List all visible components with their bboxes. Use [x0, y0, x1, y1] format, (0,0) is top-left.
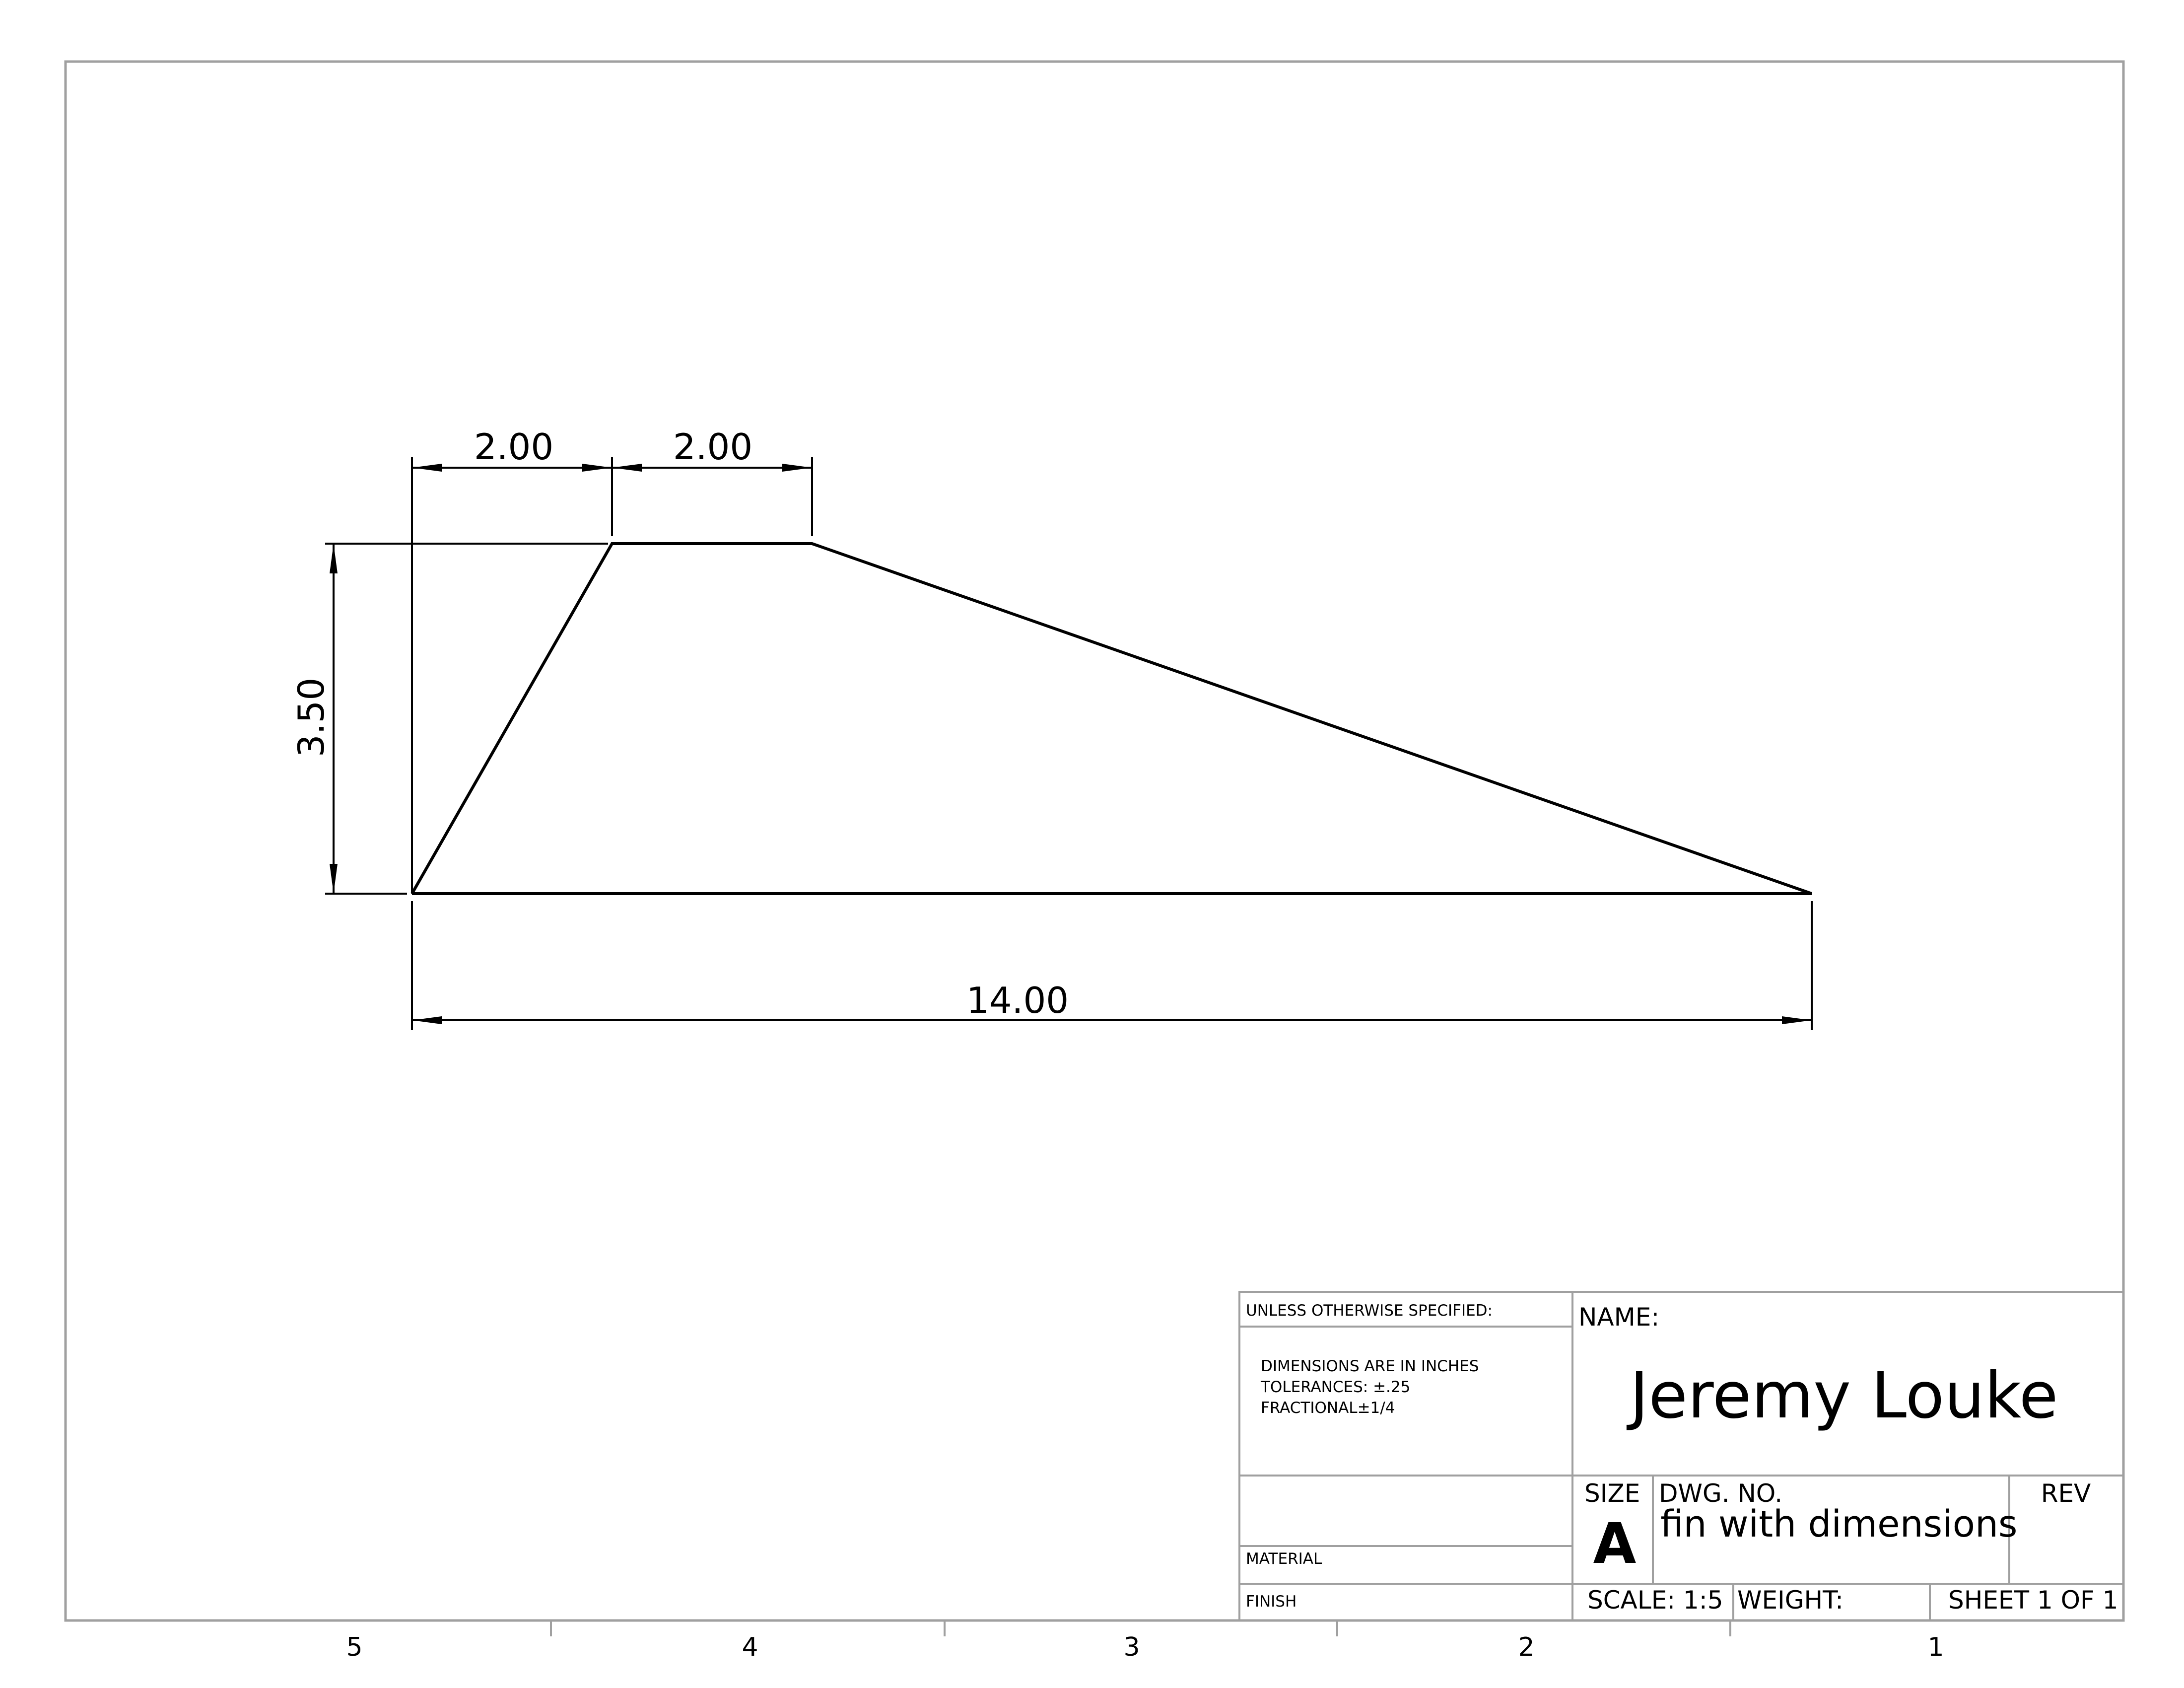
dwg-no-label: DWG. NO. — [1659, 1479, 1782, 1508]
note-dimensions: DIMENSIONS ARE IN INCHES — [1261, 1357, 1479, 1375]
zone-label-1: 1 — [1927, 1632, 1944, 1662]
zone-label-3: 3 — [1123, 1632, 1140, 1662]
dimension-height — [325, 543, 608, 895]
dimension-label-height: 3.50 — [290, 678, 332, 757]
rev-label: REV — [2041, 1479, 2091, 1508]
name-value: Jeremy Louke — [1627, 1359, 2058, 1433]
zone-ticks — [550, 1620, 1731, 1636]
size-value: A — [1593, 1512, 1637, 1576]
fin-outline — [410, 542, 1812, 895]
sheet-label: SHEET 1 OF 1 — [1948, 1586, 2118, 1615]
size-label: SIZE — [1584, 1479, 1640, 1508]
zone-label-4: 4 — [742, 1632, 758, 1662]
material-label: MATERIAL — [1246, 1550, 1322, 1568]
name-label: NAME: — [1578, 1303, 1659, 1332]
dimension-label-top-left: 2.00 — [474, 426, 553, 468]
zone-label-5: 5 — [346, 1632, 362, 1662]
dimension-base — [411, 901, 1813, 1030]
dwg-no-value: fin with dimensions — [1660, 1503, 2017, 1546]
finish-label: FINISH — [1246, 1593, 1297, 1611]
sheet-border — [64, 60, 2125, 1622]
note-tolerances: TOLERANCES: ±.25 — [1260, 1378, 1410, 1396]
dimension-label-top-flat: 2.00 — [673, 426, 752, 468]
dimension-top-left — [411, 457, 813, 894]
dimension-label-base: 14.00 — [966, 980, 1069, 1021]
note-fractional: FRACTIONAL±1/4 — [1261, 1399, 1395, 1417]
weight-label: WEIGHT: — [1737, 1586, 1843, 1615]
unless-specified-label: UNLESS OTHERWISE SPECIFIED: — [1246, 1302, 1493, 1320]
zone-label-2: 2 — [1518, 1632, 1534, 1662]
title-block — [1238, 1291, 2124, 1621]
scale-label: SCALE: 1:5 — [1587, 1586, 1723, 1615]
